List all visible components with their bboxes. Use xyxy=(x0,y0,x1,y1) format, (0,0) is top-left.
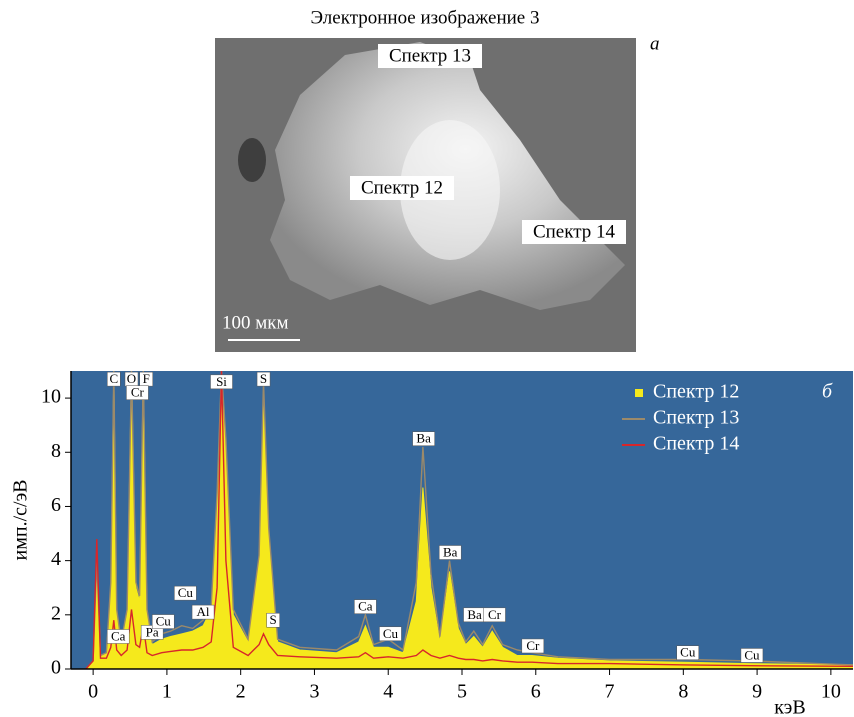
peak-label: S xyxy=(270,612,277,627)
x-tick-label: 8 xyxy=(678,681,688,703)
peak-label-box xyxy=(256,371,271,387)
x-tick-label: 5 xyxy=(457,681,467,703)
peak-label-box xyxy=(676,645,699,660)
x-tick-label: 4 xyxy=(383,681,393,703)
legend-label: Спектр 14 xyxy=(653,433,739,455)
peak-label-box xyxy=(483,607,506,623)
label-box xyxy=(522,220,626,244)
peak-label-box xyxy=(438,545,462,560)
x-tick-label: 9 xyxy=(752,681,762,703)
y-tick-label: 0 xyxy=(51,657,61,679)
peak-label: O xyxy=(127,371,136,386)
x-tick-label: 7 xyxy=(605,681,615,703)
peak-label: Ca xyxy=(111,628,126,643)
peak-label: Cr xyxy=(131,385,145,400)
label-box xyxy=(350,176,454,200)
x-tick-label: 2 xyxy=(236,681,246,703)
peak-label-box xyxy=(740,648,764,663)
x-axis-label: кэВ xyxy=(774,697,805,717)
y-tick-label: 6 xyxy=(51,494,61,516)
y-tick-label: 4 xyxy=(51,548,61,570)
peak-label: Cu xyxy=(178,585,194,600)
peak-label: Cr xyxy=(526,638,540,653)
peak-label-box xyxy=(521,638,545,654)
peak-label: Cu xyxy=(744,647,760,662)
peak-label-box xyxy=(210,374,233,390)
peak-label-box xyxy=(412,431,435,446)
y-axis-label: имп./с/эВ xyxy=(10,480,32,561)
x-tick-label: 0 xyxy=(88,681,98,703)
x-tick-label: 1 xyxy=(162,681,172,703)
peak-label-box xyxy=(379,626,402,642)
peak-label: Cu xyxy=(383,626,399,641)
y-tick-label: 2 xyxy=(51,602,61,624)
peak-label: Al xyxy=(197,604,210,619)
peak-label: Ba xyxy=(467,607,482,622)
y-tick-label: 8 xyxy=(51,440,61,462)
peak-label-box xyxy=(266,612,280,628)
peak-label: F xyxy=(143,371,150,386)
peak-label: C xyxy=(109,371,118,386)
dark-spot xyxy=(238,138,266,182)
label-box xyxy=(378,44,482,68)
peak-label-box xyxy=(107,371,121,387)
peak-label: Cr xyxy=(488,607,502,622)
peak-label-box xyxy=(151,614,175,629)
spot-label: Спектр 12 xyxy=(361,177,443,198)
image-title: Электронное изображение 3 xyxy=(311,7,540,28)
x-tick-label: 10 xyxy=(821,681,841,703)
peak-label: Si xyxy=(216,374,227,389)
panel-letter: а xyxy=(650,33,660,54)
panel-letter: б xyxy=(822,381,833,403)
legend-label: Спектр 12 xyxy=(653,381,739,403)
scale-label: 100 мкм xyxy=(222,312,289,333)
legend-marker xyxy=(635,389,643,397)
peak-label: Cu xyxy=(156,614,172,629)
spectrum-line xyxy=(85,371,853,669)
peak-label: Cu xyxy=(680,645,696,660)
peak-label-box xyxy=(191,604,215,620)
peak-label: Ba xyxy=(443,544,458,559)
peak-label: S xyxy=(260,371,267,386)
spot-label: Спектр 14 xyxy=(533,221,616,242)
peak-label-box xyxy=(354,599,377,614)
spot-label: Спектр 13 xyxy=(389,45,471,66)
x-tick-label: 3 xyxy=(309,681,319,703)
peak-label-box xyxy=(174,585,197,601)
legend-label: Спектр 13 xyxy=(653,407,739,429)
x-tick-label: 6 xyxy=(531,681,541,703)
peak-label: Ca xyxy=(358,599,373,614)
peak-label-box xyxy=(126,385,149,400)
peak-label: Ba xyxy=(416,431,431,446)
y-tick-label: 10 xyxy=(41,386,61,408)
peak-label-box xyxy=(106,629,130,644)
